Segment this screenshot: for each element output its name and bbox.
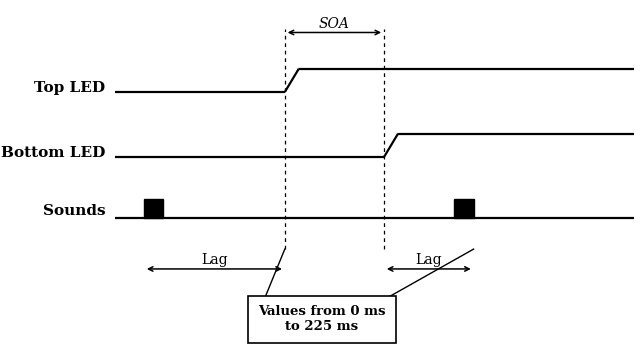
Text: Lag: Lag [201, 253, 228, 267]
Bar [144, 199, 163, 218]
Text: Top LED: Top LED [35, 82, 106, 95]
Bar [248, 296, 396, 343]
Text: Values from 0 ms
to 225 ms: Values from 0 ms to 225 ms [258, 305, 386, 334]
Bar [454, 199, 474, 218]
Text: Sounds: Sounds [43, 204, 106, 218]
Text: SOA: SOA [319, 17, 350, 31]
Text: Bottom LED: Bottom LED [1, 147, 106, 160]
Text: Lag: Lag [415, 253, 442, 267]
